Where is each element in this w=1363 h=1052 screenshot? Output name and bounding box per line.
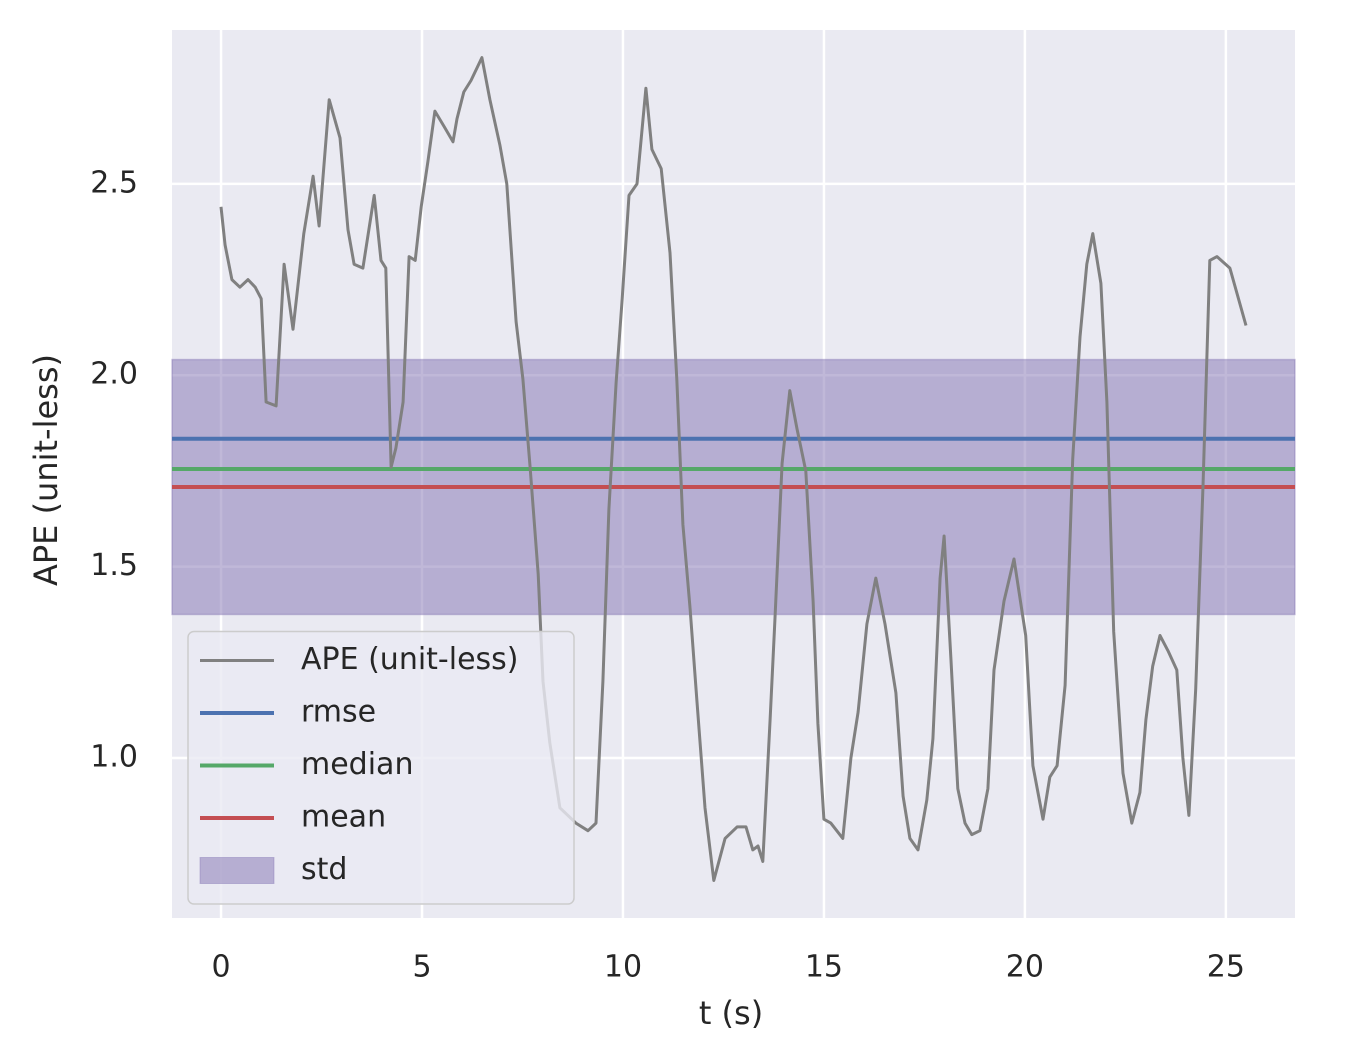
- y-tick-label: 1.5: [90, 548, 138, 583]
- x-tick-label: 0: [211, 950, 230, 985]
- legend: APE (unit-less) rmse median mean std: [187, 630, 575, 905]
- marks: [171, 56, 1296, 882]
- x-tick-label: 25: [1207, 950, 1245, 985]
- x-tick-label: 15: [805, 950, 843, 985]
- y-tick-label: 1.0: [90, 740, 138, 775]
- ape-line: [219, 56, 1248, 882]
- x-tick-label: 20: [1006, 950, 1044, 985]
- legend-label: mean: [301, 800, 386, 835]
- x-axis-label: t (s): [699, 994, 763, 1032]
- legend-label: rmse: [301, 695, 376, 730]
- legend-label: APE (unit-less): [301, 642, 519, 677]
- x-tick-label: 10: [604, 950, 642, 985]
- legend-label: median: [301, 747, 413, 782]
- y-tick-label: 2.5: [90, 165, 138, 200]
- legend-label: std: [301, 852, 347, 887]
- x-tick-label: 5: [412, 950, 431, 985]
- legend-box: [187, 630, 575, 905]
- legend-swatch: [199, 857, 275, 884]
- labels: 0 5 10 15 20 25 1.0 1.5 2.0 2.5: [90, 165, 1245, 984]
- y-axis-label: APE (unit-less): [27, 354, 65, 586]
- y-tick-label: 2.0: [90, 357, 138, 392]
